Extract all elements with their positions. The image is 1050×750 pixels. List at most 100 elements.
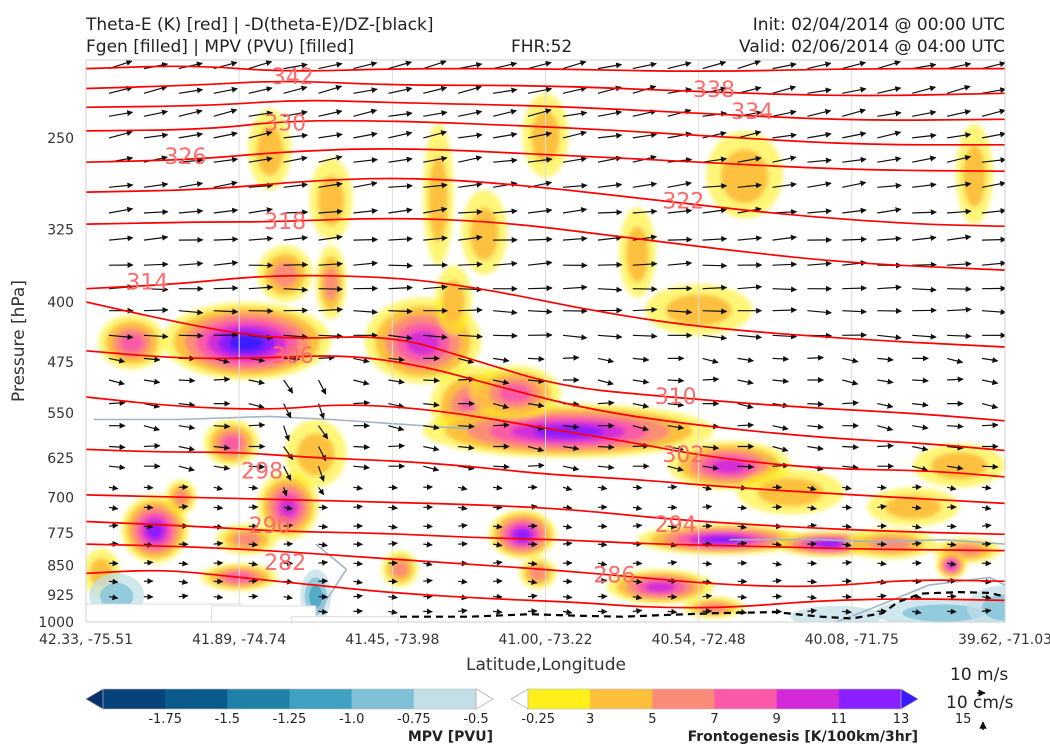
x-tick-label: 41.45, -73.98 bbox=[345, 632, 439, 648]
wind-vector bbox=[562, 465, 580, 472]
wind-vector bbox=[842, 357, 859, 364]
wind-vector bbox=[458, 522, 468, 529]
wind-vector bbox=[562, 523, 573, 530]
wind-vector bbox=[353, 464, 370, 471]
wind-vector bbox=[912, 540, 922, 547]
wind-vector bbox=[877, 425, 894, 432]
wind-vector bbox=[108, 484, 119, 491]
colorbar-tick-label: -0.75 bbox=[397, 712, 431, 727]
wind-vector bbox=[423, 541, 433, 548]
wind-vector bbox=[877, 334, 902, 341]
theta-e-label-338: 338 bbox=[693, 78, 735, 103]
wind-vector bbox=[842, 444, 859, 451]
wind-vector bbox=[667, 208, 693, 214]
y-tick-label: 700 bbox=[47, 490, 74, 506]
wind-vector bbox=[527, 402, 545, 409]
wind-vector bbox=[877, 182, 902, 189]
colorbar-segment bbox=[776, 689, 840, 709]
wind-vector bbox=[842, 60, 867, 70]
wind-vector bbox=[423, 577, 433, 584]
wind-vector bbox=[492, 61, 518, 70]
wind-vector bbox=[493, 523, 503, 530]
wind-vector bbox=[527, 355, 545, 362]
theta-e-label-298: 298 bbox=[241, 460, 283, 485]
theta-e-label-286: 286 bbox=[593, 563, 635, 588]
wind-vector bbox=[527, 578, 538, 585]
wind-vector bbox=[947, 464, 964, 471]
wind-vector bbox=[318, 425, 329, 440]
wind-vector bbox=[492, 379, 510, 386]
wind-vector bbox=[388, 262, 413, 269]
wind-vector bbox=[527, 308, 553, 315]
wind-vector bbox=[702, 503, 713, 510]
wind-vector bbox=[527, 260, 553, 267]
y-axis-title: Pressure [hPa] bbox=[9, 280, 29, 402]
frontogenesis-patch bbox=[757, 478, 824, 507]
wind-vector bbox=[493, 309, 518, 316]
mpv-contour bbox=[836, 576, 1005, 622]
wind-vector bbox=[458, 181, 483, 188]
wind-vector bbox=[772, 286, 798, 293]
wind-vector bbox=[597, 235, 623, 241]
wind-vector bbox=[353, 108, 378, 117]
wind-vector bbox=[388, 523, 398, 530]
wind-vector bbox=[597, 286, 623, 293]
wind-vector bbox=[702, 130, 727, 139]
wind-vector bbox=[912, 445, 929, 452]
wind-vector bbox=[388, 60, 412, 70]
wind-vector bbox=[143, 181, 169, 188]
theta-e-contour-286 bbox=[86, 543, 1005, 588]
dtheta-e-dz-line bbox=[400, 590, 1005, 620]
wind-vector bbox=[108, 235, 134, 242]
wind-vector bbox=[248, 182, 274, 189]
wind-vector bbox=[178, 560, 189, 567]
theta-e-contour-318 bbox=[86, 217, 1005, 271]
x-tick-label: 42.33, -75.51 bbox=[39, 632, 133, 648]
wind-vector bbox=[912, 401, 929, 408]
wind-vector bbox=[143, 132, 169, 139]
colorbar-tick-label: 7 bbox=[710, 712, 718, 727]
quiver-key-horizontal-label: 10 m/s bbox=[950, 665, 1008, 685]
wind-vector bbox=[388, 308, 413, 315]
wind-vector bbox=[213, 260, 239, 267]
frontogenesis-patch bbox=[272, 262, 298, 288]
wind-vector bbox=[353, 484, 363, 491]
wind-vector bbox=[458, 423, 475, 430]
wind-vector bbox=[842, 484, 852, 491]
frontogenesis-patch bbox=[256, 125, 283, 176]
wind-vector bbox=[178, 465, 195, 472]
wind-vector bbox=[597, 357, 615, 364]
wind-vector bbox=[143, 378, 161, 385]
wind-vector bbox=[772, 62, 797, 70]
wind-vector bbox=[108, 206, 134, 214]
wind-vector bbox=[423, 424, 440, 431]
wind-vector bbox=[842, 400, 859, 406]
wind-vector bbox=[143, 286, 169, 293]
wind-vector bbox=[632, 109, 657, 117]
wind-vector bbox=[108, 130, 133, 139]
wind-vector bbox=[318, 154, 343, 163]
colorbar-tick-label: -1.5 bbox=[215, 712, 240, 727]
wind-vector bbox=[562, 334, 588, 341]
wind-vector bbox=[772, 307, 798, 314]
wind-vector bbox=[388, 540, 398, 547]
wind-vector bbox=[632, 356, 650, 363]
wind-vector bbox=[667, 260, 693, 267]
wind-vector bbox=[248, 86, 273, 94]
colorbar-segment bbox=[652, 689, 715, 709]
wind-vector bbox=[947, 333, 972, 340]
wind-vector bbox=[632, 608, 643, 614]
colorbar-segment bbox=[103, 689, 166, 709]
wind-vector bbox=[353, 503, 363, 510]
wind-vector bbox=[737, 403, 754, 410]
wind-vector bbox=[458, 307, 483, 314]
frontogenesis-patch bbox=[645, 582, 676, 593]
y-tick-label: 475 bbox=[47, 355, 74, 371]
y-tick-label: 925 bbox=[47, 588, 74, 604]
wind-vector bbox=[702, 485, 713, 492]
wind-vector bbox=[178, 157, 204, 164]
wind-vector bbox=[807, 61, 832, 70]
wind-vector bbox=[842, 541, 852, 548]
wind-vector bbox=[527, 378, 545, 385]
wind-vector bbox=[807, 578, 817, 585]
